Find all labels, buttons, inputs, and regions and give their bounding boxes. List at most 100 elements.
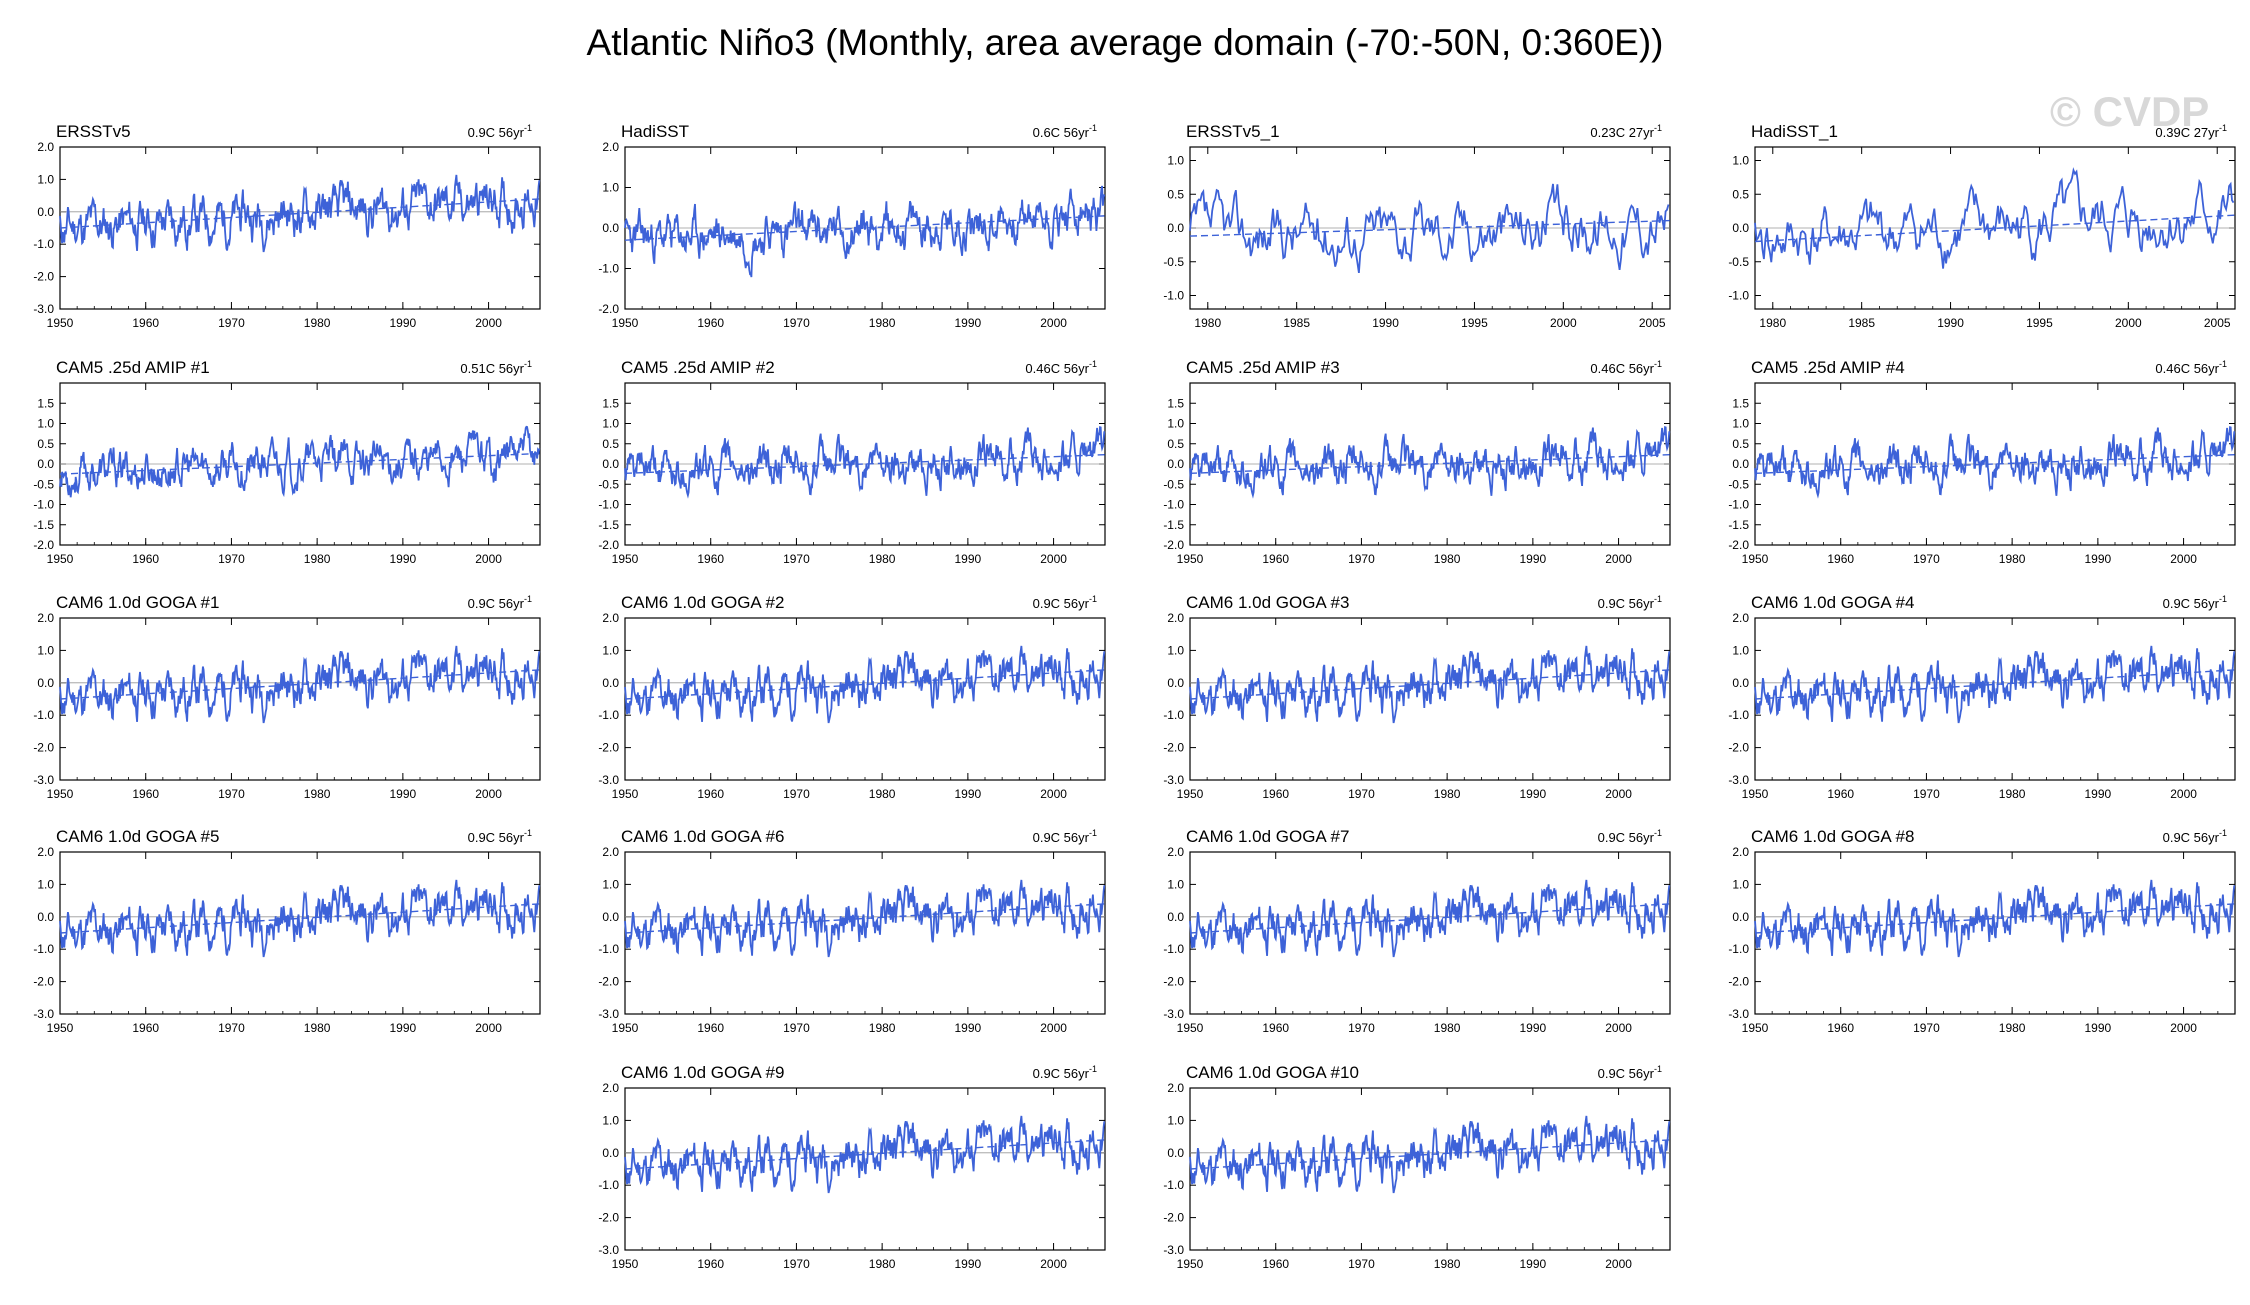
y-tick-label: 1.0 [1732, 154, 1749, 168]
y-tick-label: -1.0 [1163, 498, 1184, 512]
x-tick-label: 2000 [475, 1021, 502, 1035]
y-tick-label: 2.0 [602, 845, 619, 859]
series-line [1754, 645, 2236, 724]
x-tick-label: 1990 [1520, 1021, 1547, 1035]
x-tick-label: 1960 [1262, 1257, 1289, 1271]
y-tick-label: 0.0 [37, 205, 54, 219]
x-tick-label: 1980 [304, 316, 331, 330]
panel-title: HadiSST_1 [1751, 122, 1838, 141]
y-tick-label: -3.0 [33, 1007, 54, 1021]
x-tick-label: 2000 [475, 552, 502, 566]
x-tick-label: 1990 [1372, 316, 1399, 330]
x-tick-label: 2000 [475, 787, 502, 801]
x-tick-label: 1950 [47, 552, 74, 566]
y-tick-label: 0.5 [37, 437, 54, 451]
panel-5: CAM5 .25d AMIP #1 0.51C 56yr-1 1.5 1.0 0.5 0.… [33, 358, 541, 566]
y-tick-label: -2.0 [598, 741, 619, 755]
x-tick-label: 1980 [304, 787, 331, 801]
y-tick-label: -1.0 [33, 498, 54, 512]
x-tick-label: 1960 [697, 1257, 724, 1271]
x-tick-label: 1985 [1848, 316, 1875, 330]
x-tick-label: 2005 [2204, 316, 2231, 330]
y-tick-label: 0.5 [602, 437, 619, 451]
x-tick-label: 1970 [1913, 552, 1940, 566]
x-tick-label: 1950 [612, 1257, 639, 1271]
y-tick-label: -2.0 [598, 1211, 619, 1225]
series-line [624, 185, 1106, 278]
y-tick-label: 0.0 [602, 221, 619, 235]
x-tick-label: 1950 [612, 316, 639, 330]
x-tick-label: 1990 [1520, 1257, 1547, 1271]
x-tick-label: 1980 [1999, 1021, 2026, 1035]
x-tick-label: 1980 [1759, 316, 1786, 330]
series-line [1754, 879, 2236, 958]
x-tick-label: 1990 [955, 552, 982, 566]
y-tick-label: -3.0 [33, 773, 54, 787]
x-tick-label: 1980 [1434, 552, 1461, 566]
x-tick-label: 1990 [2085, 787, 2112, 801]
y-tick-label: -1.0 [1163, 289, 1184, 303]
y-tick-label: 1.0 [37, 877, 54, 891]
y-tick-label: 2.0 [602, 1081, 619, 1095]
y-tick-label: -2.0 [598, 302, 619, 316]
y-tick-label: 0.5 [1732, 437, 1749, 451]
x-tick-label: 1950 [47, 316, 74, 330]
y-tick-label: -3.0 [1163, 773, 1184, 787]
trend-label: 0.6C 56yr-1 [1033, 123, 1097, 140]
x-tick-label: 1980 [1434, 787, 1461, 801]
x-tick-label: 2000 [1605, 1021, 1632, 1035]
x-tick-label: 1995 [1461, 316, 1488, 330]
x-tick-label: 1950 [1742, 787, 1769, 801]
y-tick-label: -1.0 [1728, 708, 1749, 722]
y-tick-label: 0.0 [1167, 676, 1184, 690]
x-tick-label: 1970 [1913, 787, 1940, 801]
panel-title: CAM5 .25d AMIP #3 [1186, 358, 1340, 377]
y-tick-label: -2.0 [1163, 538, 1184, 552]
x-tick-label: 1970 [783, 552, 810, 566]
x-tick-label: 2000 [1040, 552, 1067, 566]
x-tick-label: 1980 [304, 552, 331, 566]
y-tick-label: 2.0 [37, 140, 54, 154]
y-tick-label: 0.0 [602, 1146, 619, 1160]
y-tick-label: -2.0 [1728, 975, 1749, 989]
x-tick-label: 2000 [1605, 552, 1632, 566]
panel-title: CAM6 1.0d GOGA #9 [621, 1063, 784, 1082]
x-tick-label: 1950 [1177, 1257, 1204, 1271]
trend-label: 0.23C 27yr-1 [1590, 123, 1662, 140]
x-tick-label: 1980 [1434, 1021, 1461, 1035]
y-tick-label: 1.0 [602, 1113, 619, 1127]
panel-title: CAM5 .25d AMIP #2 [621, 358, 775, 377]
trend-label: 0.39C 27yr-1 [2155, 123, 2227, 140]
trend-label: 0.46C 56yr-1 [1590, 359, 1662, 376]
x-tick-label: 2000 [475, 316, 502, 330]
y-tick-label: 0.0 [1732, 221, 1749, 235]
x-tick-label: 1950 [1177, 1021, 1204, 1035]
y-tick-label: -1.5 [598, 518, 619, 532]
y-tick-label: -1.0 [598, 942, 619, 956]
panel-title: CAM6 1.0d GOGA #6 [621, 827, 784, 846]
x-tick-label: 1960 [1262, 1021, 1289, 1035]
y-tick-label: 0.0 [602, 457, 619, 471]
x-tick-label: 1985 [1283, 316, 1310, 330]
panel-title: CAM6 1.0d GOGA #3 [1186, 593, 1349, 612]
y-tick-label: -0.5 [1163, 477, 1184, 491]
watermark-logo: © CVDP [2050, 88, 2210, 135]
y-tick-label: 0.0 [37, 457, 54, 471]
x-tick-label: 1960 [697, 552, 724, 566]
panel-title: ERSSTv5 [56, 122, 131, 141]
x-tick-label: 1960 [697, 1021, 724, 1035]
trend-line [1754, 669, 2236, 700]
panel-18: CAM6 1.0d GOGA #10 0.9C 56yr-1 2.0 1.0 0.0 -1… [1163, 1063, 1671, 1271]
trend-label: 0.9C 56yr-1 [1033, 594, 1097, 611]
y-tick-label: 1.0 [1167, 417, 1184, 431]
y-tick-label: 1.5 [37, 396, 54, 410]
y-tick-label: -1.0 [598, 498, 619, 512]
x-tick-label: 1990 [1520, 787, 1547, 801]
y-tick-label: -1.0 [1163, 942, 1184, 956]
series-line [1189, 426, 1671, 499]
y-tick-label: 1.0 [1732, 877, 1749, 891]
panel-title: CAM6 1.0d GOGA #1 [56, 593, 219, 612]
x-tick-label: 1980 [869, 552, 896, 566]
x-tick-label: 1970 [218, 787, 245, 801]
series-line [624, 879, 1106, 958]
